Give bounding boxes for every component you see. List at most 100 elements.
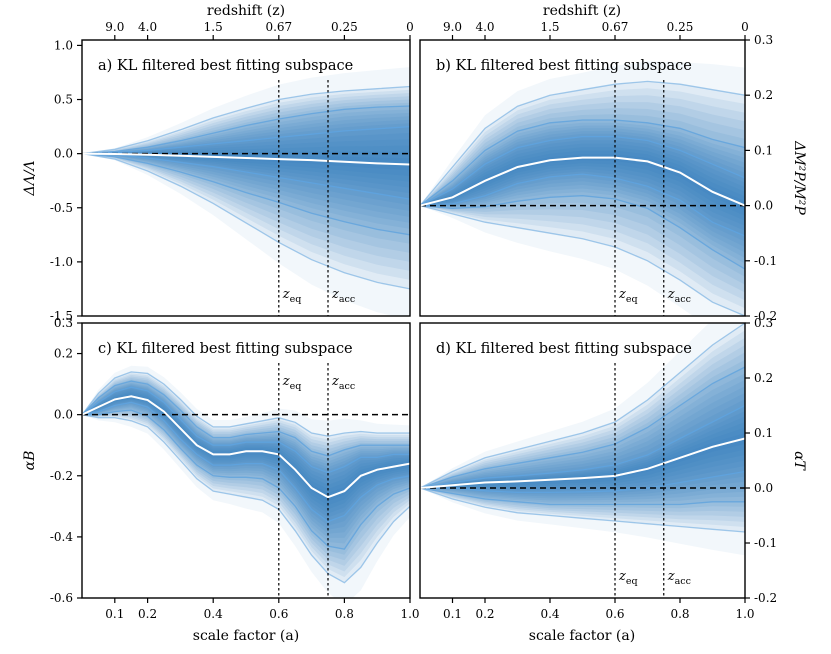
top-xtick-label-a-4: 0.25 xyxy=(331,20,358,34)
ytick-label-a-1: -1.0 xyxy=(50,255,73,269)
band-d-14 xyxy=(420,416,745,489)
band-a-11 xyxy=(82,123,410,206)
ytick-label-b-0: -0.2 xyxy=(754,309,777,323)
ytick-label-a-5: 1.0 xyxy=(54,38,73,52)
bottom-xlabel-right: scale factor (a) xyxy=(529,628,635,644)
band-d-5 xyxy=(420,359,745,509)
contour-lower-2sigma-c xyxy=(82,409,410,550)
marker-label-eq-d: zeq xyxy=(618,569,638,587)
band-c-6 xyxy=(82,381,410,550)
ytick-label-d-4: 0.2 xyxy=(754,371,773,385)
plot-area-b xyxy=(420,61,745,316)
contour-upper-1sigma-c xyxy=(82,386,410,474)
ytick-label-b-1: -0.1 xyxy=(754,254,777,268)
panel-title-a: a) KL filtered best fitting subspace xyxy=(98,58,353,74)
band-c-5 xyxy=(82,379,410,555)
contour-lower-3sigma-b xyxy=(420,204,745,316)
contour-upper-2sigma-d xyxy=(420,366,745,489)
xtick-label-d-4: 0.8 xyxy=(670,607,689,621)
band-d-1 xyxy=(420,330,745,527)
contour-lower-2sigma-a xyxy=(82,152,410,236)
top-xlabel-left: redshift (z) xyxy=(207,3,285,19)
xtick-label-c-4: 0.8 xyxy=(335,607,354,621)
top-xtick-label-a-5: 0 xyxy=(406,20,414,34)
top-xtick-label-a-0: 9.0 xyxy=(105,20,124,34)
ytick-label-a-3: 0.0 xyxy=(54,147,73,161)
top-xtick-label-b-4: 0.25 xyxy=(667,20,694,34)
panel-title-d: d) KL filtered best fitting subspace xyxy=(436,341,692,357)
xtick-label-c-3: 0.6 xyxy=(269,607,288,621)
xtick-label-d-2: 0.4 xyxy=(540,607,559,621)
ytick-label-a-4: 0.5 xyxy=(54,93,73,107)
ytick-label-d-5: 0.3 xyxy=(754,316,773,330)
plot-area-a xyxy=(82,67,410,316)
top-xtick-label-b-5: 0 xyxy=(741,20,749,34)
band-c-2 xyxy=(82,374,410,572)
ytick-label-d-1: -0.1 xyxy=(754,536,777,550)
panel-title-c: c) KL filtered best fitting subspace xyxy=(98,341,353,357)
band-d-4 xyxy=(420,352,745,512)
marker-label-eq-a: zeq xyxy=(282,287,302,305)
contour-upper-3sigma-b xyxy=(420,80,745,207)
contour-lower-1sigma-d xyxy=(420,470,745,494)
plot-area-d xyxy=(420,323,745,598)
band-d-17 xyxy=(420,433,745,488)
top-xtick-label-b-2: 1.5 xyxy=(540,20,559,34)
panel-d: zeq zacc d) KL filtered best fitting subsp… xyxy=(419,316,807,621)
ytick-label-a-0: -1.5 xyxy=(50,309,73,323)
top-xtick-label-a-2: 1.5 xyxy=(204,20,223,34)
top-xtick-label-a-3: 0.67 xyxy=(265,20,292,34)
ylabel-b: ΔM²P/M²P xyxy=(791,140,807,215)
band-c-1 xyxy=(82,373,410,578)
ylabel-d: αT xyxy=(791,451,807,471)
band-d-11 xyxy=(420,399,745,495)
ylabel-a: ΔΛ/Λ xyxy=(22,160,38,196)
ytick-label-b-4: 0.2 xyxy=(754,88,773,102)
ytick-label-a-2: -0.5 xyxy=(50,201,73,215)
xtick-label-c-2: 0.4 xyxy=(204,607,223,621)
top-xtick-label-a-1: 4.0 xyxy=(138,20,157,34)
band-d-13 xyxy=(420,411,745,491)
frame-d xyxy=(419,322,746,599)
contour-upper-3sigma-d xyxy=(420,323,745,489)
band-a-16 xyxy=(82,151,410,176)
top-xtick-label-b-1: 4.0 xyxy=(475,20,494,34)
contour-upper-2sigma-b xyxy=(420,119,745,207)
median-line-b xyxy=(420,156,745,207)
contour-upper-1sigma-b xyxy=(420,135,745,207)
frame-c xyxy=(81,322,411,599)
xtick-label-c-1: 0.2 xyxy=(138,607,157,621)
band-d-12 xyxy=(420,405,745,493)
band-outer-a xyxy=(82,67,410,316)
contour-lower-1sigma-a xyxy=(82,152,410,200)
contour-lower-3sigma-c xyxy=(82,414,410,584)
band-outer-d xyxy=(420,323,745,556)
xtick-label-d-5: 1.0 xyxy=(735,607,754,621)
contour-upper-2sigma-c xyxy=(82,380,410,457)
ylabel-c: αB xyxy=(22,451,38,471)
frame-b xyxy=(419,39,746,317)
frame-a xyxy=(81,39,411,317)
ytick-label-d-3: 0.1 xyxy=(754,426,773,440)
ytick-label-d-2: 0.0 xyxy=(754,481,773,495)
ytick-label-c-0: -0.6 xyxy=(50,591,73,605)
contour-lower-3sigma-d xyxy=(420,487,745,533)
marker-label-eq-c: zeq xyxy=(282,374,302,392)
xtick-label-c-5: 1.0 xyxy=(400,607,419,621)
ytick-label-c-3: 0.0 xyxy=(54,408,73,422)
contour-lower-2sigma-d xyxy=(420,487,745,506)
contour-lower-2sigma-b xyxy=(420,195,745,270)
band-b-9 xyxy=(420,128,745,253)
band-b-13 xyxy=(420,140,745,231)
marker-label-acc-c: zacc xyxy=(331,374,355,392)
ytick-label-c-4: 0.2 xyxy=(54,347,73,361)
marker-label-acc-d: zacc xyxy=(667,569,691,587)
marker-label-eq-b: zeq xyxy=(618,287,638,305)
band-a-13 xyxy=(82,132,410,194)
top-xtick-label-b-3: 0.67 xyxy=(602,20,629,34)
band-a-6 xyxy=(82,106,410,235)
band-a-4 xyxy=(82,99,410,253)
